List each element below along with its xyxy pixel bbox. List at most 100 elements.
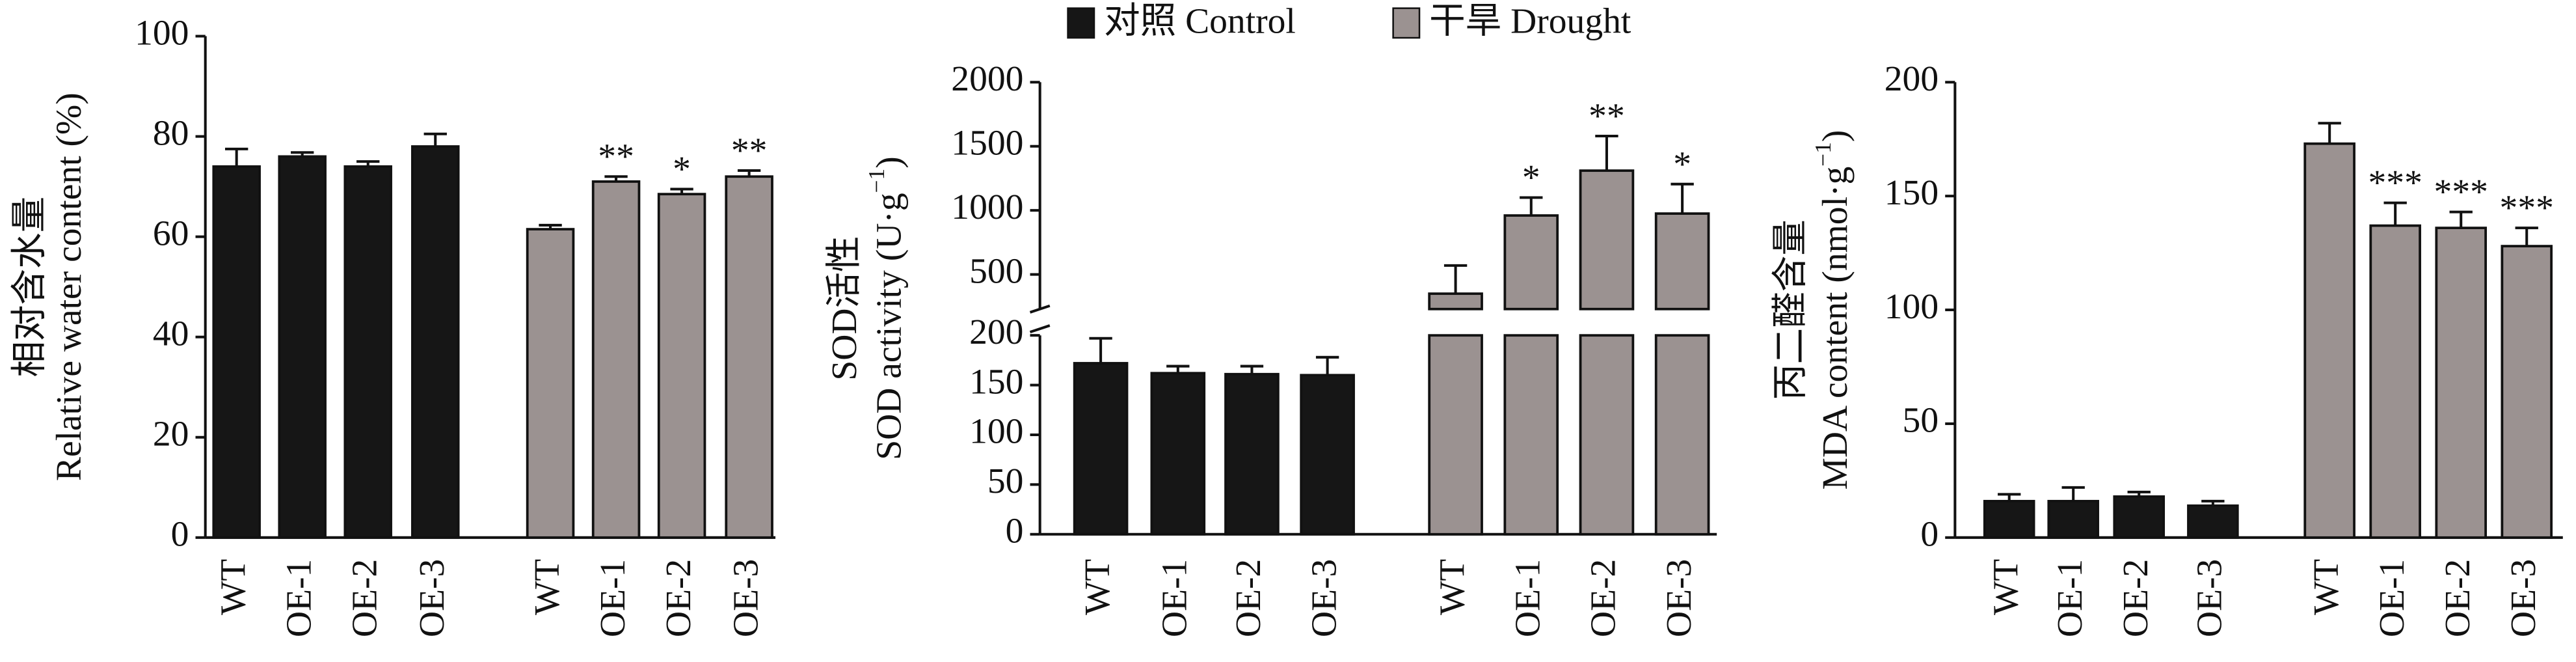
y-tick-label: 200 [969,312,1023,352]
x-tick-label: OE-3 [412,559,452,637]
y-tick-label: 100 [969,411,1023,452]
x-tick-label: OE-1 [2050,559,2090,637]
bar [1579,334,1635,536]
significance-label: *** [2500,188,2554,228]
y-label: Relative water content (%) [49,92,89,481]
bar [2501,245,2553,539]
y-label-tail: ) [868,156,909,168]
legend-label: 干旱 Drought [1429,1,1631,42]
x-tick-label: OE-3 [1659,559,1699,637]
x-tick-label: WT [1985,559,2026,615]
bar [2187,504,2239,539]
bar [657,193,706,539]
axis-break [1029,304,1051,314]
significance-label: *** [2368,163,2422,203]
significance-label: ** [1589,96,1625,136]
significance-label: * [1522,158,1540,198]
bar [1224,372,1280,536]
legend: 对照 Control 干旱 Drought [1067,1,1631,42]
x-tick-label: OE-1 [593,559,633,637]
x-tick-label: OE-2 [2437,559,2478,637]
significance-label: * [673,149,691,189]
y-tick-label: 150 [969,361,1023,402]
x-tick-label: WT [213,559,253,615]
y-label: 相对含水量 [9,197,49,378]
y-tick-label: 0 [1006,511,1024,551]
y-label-text: SOD activity (U·g [868,193,909,460]
bar [1503,214,1559,310]
y-label: MDA content (nmol·g−1) [1810,130,1855,490]
y-tick-label: 0 [171,514,189,555]
x-tick-label: OE-2 [1228,559,1268,637]
bar [591,180,641,539]
x-tick-label: WT [1077,559,1118,615]
x-tick-label: OE-1 [1155,559,1195,637]
y-label: SOD activity (U·g−1) [863,156,909,460]
y-tick-label: 500 [969,251,1023,291]
bar [1300,374,1355,536]
y-label-tail: ) [1815,130,1855,142]
x-tick-label: OE-2 [1583,559,1624,637]
y-tick-label: 1500 [951,122,1023,163]
x-tick-label: OE-2 [658,559,699,637]
legend-label: 对照 Control [1104,1,1296,42]
x-tick-label: OE-3 [2503,559,2543,637]
y-tick-label: 1000 [951,187,1023,227]
bar [526,228,575,539]
bar [2435,227,2487,539]
x-tick-label: OE-1 [2372,559,2412,637]
x-tick-label: WT [1432,559,1472,615]
significance-label: *** [2434,172,2488,212]
y-label-sup: −1 [863,169,889,193]
bar [2369,224,2421,539]
x-tick-label: OE-3 [2190,559,2230,637]
bar [1983,499,2035,539]
bar [1073,362,1129,536]
bar [1654,212,1710,310]
x-tick-label: WT [2306,559,2346,615]
legend-swatch [1392,7,1421,39]
bar [278,155,327,539]
y-tick-label: 20 [153,414,189,454]
y-label-text: MDA content (nmol·g [1815,167,1855,490]
bar [343,165,392,539]
y-tick-label: 40 [153,313,189,353]
bar [1654,334,1710,536]
bar [1503,334,1559,536]
bar [212,165,261,539]
significance-label: ** [731,130,768,171]
bar [2113,495,2165,539]
y-label-text: Relative water content (%) [49,92,89,481]
x-tick-label: WT [527,559,567,615]
bar [725,175,773,539]
x-tick-label: OE-2 [344,559,384,637]
bar [1150,372,1206,536]
y-label: SOD活性 [824,236,865,380]
bar [1428,334,1483,536]
y-tick-label: 60 [153,213,189,253]
bar [2303,142,2355,539]
y-tick-label: 0 [1920,514,1939,555]
y-tick-label: 2000 [951,59,1023,99]
x-tick-label: OE-3 [1304,559,1344,637]
x-tick-label: OE-2 [2115,559,2156,637]
y-label: 丙二醛含量 [1771,219,1811,400]
y-tick-label: 200 [1885,59,1939,99]
bar [2047,499,2099,539]
significance-label: ** [598,137,634,177]
bar [1428,292,1483,310]
y-tick-label: 100 [1885,286,1939,327]
x-tick-label: OE-1 [278,559,319,637]
x-tick-label: OE-1 [1508,559,1548,637]
y-tick-label: 80 [153,113,189,153]
y-tick-label: 50 [987,461,1024,501]
axis-break [1029,324,1051,334]
y-tick-label: 150 [1885,172,1939,213]
y-tick-label: 100 [135,12,189,53]
y-tick-label: 50 [1903,400,1939,441]
y-label-sup: −1 [1810,142,1836,167]
legend-swatch [1067,7,1095,39]
x-tick-label: OE-3 [725,559,766,637]
bar [1579,169,1635,310]
